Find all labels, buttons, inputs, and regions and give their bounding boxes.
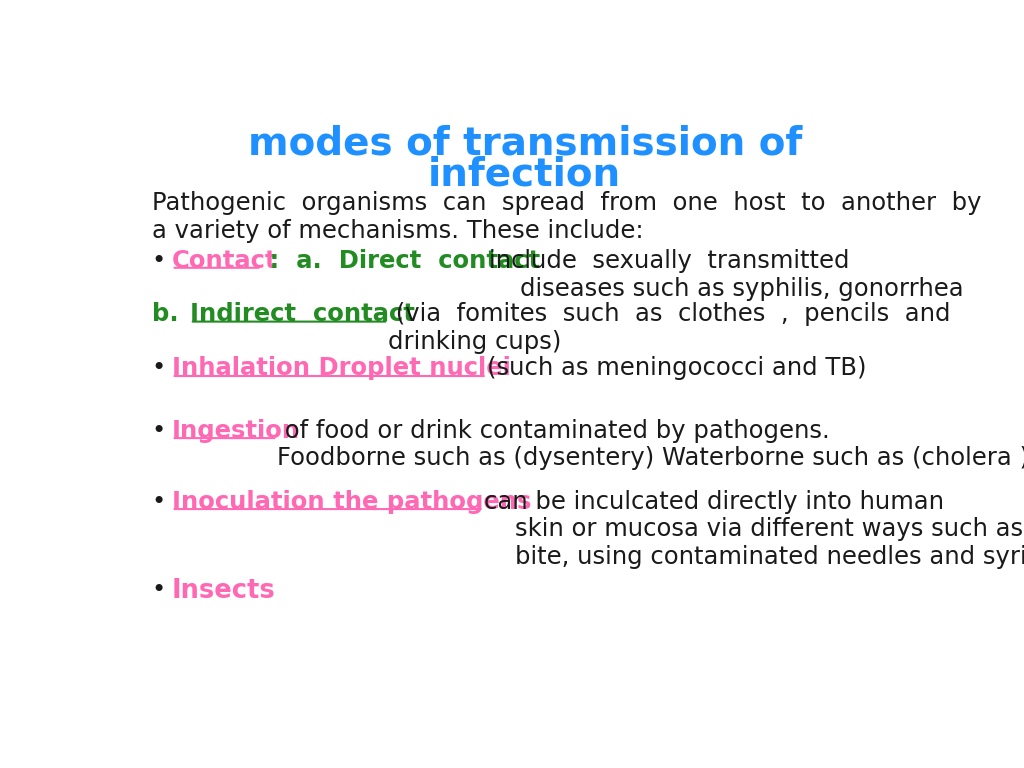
Text: b.: b. [152,302,196,326]
Text: Pathogenic  organisms  can  spread  from  one  host  to  another  by
a variety o: Pathogenic organisms can spread from one… [152,191,981,243]
Text: Ingestion: Ingestion [172,419,300,442]
Text: •: • [152,249,166,273]
Text: •: • [152,489,166,514]
Text: infection: infection [428,155,622,194]
Text: (such as meningococci and TB): (such as meningococci and TB) [486,356,866,380]
Text: Insects: Insects [172,578,275,604]
Text: Contact: Contact [172,249,278,273]
Text: Inhalation Droplet nuclei: Inhalation Droplet nuclei [172,356,519,380]
Text: :  a.  Direct  contact: : a. Direct contact [261,249,541,273]
Text: of food or drink contaminated by pathogens.
Foodborne such as (dysentery) Waterb: of food or drink contaminated by pathoge… [278,419,1024,470]
Text: •: • [152,419,166,442]
Text: can be inculcated directly into human
    skin or mucosa via different ways such: can be inculcated directly into human sk… [483,489,1024,569]
Text: Indirect  contact: Indirect contact [189,302,415,326]
Text: Inoculation the pathogens: Inoculation the pathogens [172,489,540,514]
Text: •: • [152,356,166,380]
Text: (via  fomites  such  as  clothes  ,  pencils  and
drinking cups): (via fomites such as clothes , pencils a… [388,302,951,354]
Text: modes of transmission of: modes of transmission of [248,124,802,163]
Text: •: • [152,578,166,602]
Text: include  sexually  transmitted
    diseases such as syphilis, gonorrhea: include sexually transmitted diseases su… [489,249,964,300]
